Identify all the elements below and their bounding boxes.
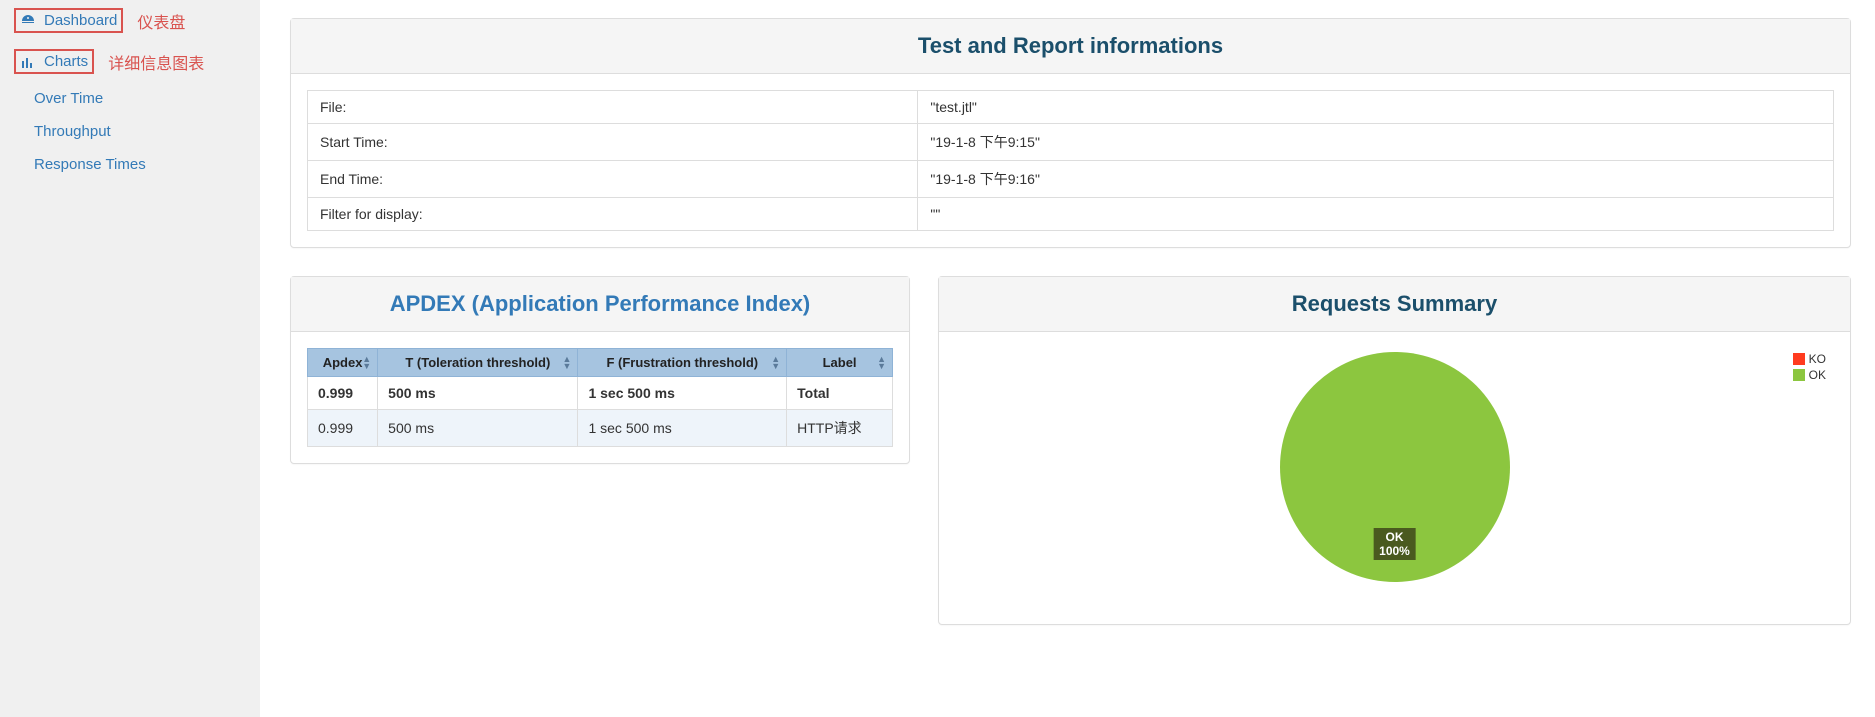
sidebar-item-over-time[interactable]: Over Time [0,82,260,115]
dashboard-icon [20,13,38,29]
pie-label-top: OK [1379,530,1410,544]
info-value: "test.jtl" [918,91,1834,124]
pie-center-label: OK 100% [1373,528,1416,560]
annotation-dashboard: 仪表盘 [137,9,185,33]
cell-t: 500 ms [378,410,578,447]
sidebar-item-throughput[interactable]: Throughput [0,115,260,148]
sort-icon: ▲▼ [563,356,572,370]
bar-chart-icon [20,54,38,70]
cell-apdex: 0.999 [308,377,378,410]
table-row: Start Time:"19-1-8 下午9:15" [308,124,1834,161]
legend-label: KO [1809,352,1826,366]
info-key: File: [308,91,918,124]
sidebar-item-label: Dashboard [44,12,117,29]
info-panel: Test and Report informations File:"test.… [290,18,1851,248]
cell-label: Total [787,377,893,410]
cell-t: 500 ms [378,377,578,410]
sidebar-item-label: Response Times [34,156,146,173]
table-row: Filter for display:"" [308,198,1834,231]
info-key: Filter for display: [308,198,918,231]
apdex-panel: APDEX (Application Performance Index) Ap… [290,276,910,464]
info-value: "19-1-8 下午9:16" [918,161,1834,198]
sidebar: Dashboard 仪表盘 Charts 详细信息图表 Over Time Th… [0,0,260,717]
info-value: "19-1-8 下午9:15" [918,124,1834,161]
column-header[interactable]: T (Toleration threshold)▲▼ [378,349,578,377]
info-key: Start Time: [308,124,918,161]
table-row: 0.999500 ms1 sec 500 msTotal [308,377,893,410]
legend-swatch [1793,353,1805,365]
sidebar-item-dashboard[interactable]: Dashboard 仪表盘 [0,0,260,41]
apdex-table: Apdex▲▼T (Toleration threshold)▲▼F (Frus… [307,348,893,447]
main-content: Test and Report informations File:"test.… [260,0,1875,717]
pie-label-bottom: 100% [1379,544,1410,558]
table-row: End Time:"19-1-8 下午9:16" [308,161,1834,198]
info-panel-title: Test and Report informations [291,19,1850,74]
apdex-panel-title: APDEX (Application Performance Index) [291,277,909,332]
table-row: File:"test.jtl" [308,91,1834,124]
legend-swatch [1793,369,1805,381]
cell-f: 1 sec 500 ms [578,377,787,410]
legend-item: OK [1793,368,1826,382]
column-header[interactable]: F (Frustration threshold)▲▼ [578,349,787,377]
sort-icon: ▲▼ [362,356,371,370]
legend-label: OK [1809,368,1826,382]
sidebar-item-charts[interactable]: Charts 详细信息图表 [0,41,260,82]
requests-panel-title: Requests Summary [939,277,1850,332]
cell-apdex: 0.999 [308,410,378,447]
info-key: End Time: [308,161,918,198]
table-row: 0.999500 ms1 sec 500 msHTTP请求 [308,410,893,447]
info-table: File:"test.jtl"Start Time:"19-1-8 下午9:15… [307,90,1834,231]
column-header[interactable]: Apdex▲▼ [308,349,378,377]
cell-f: 1 sec 500 ms [578,410,787,447]
info-value: "" [918,198,1834,231]
pie-slice-ok: OK 100% [1280,352,1510,582]
annotation-charts: 详细信息图表 [108,50,204,74]
sidebar-item-label: Throughput [34,123,111,140]
sidebar-item-label: Over Time [34,90,103,107]
legend-item: KO [1793,352,1826,366]
sidebar-item-label: Charts [44,53,88,70]
requests-summary-panel: Requests Summary OK 100% KO OK [938,276,1851,625]
sort-icon: ▲▼ [877,356,886,370]
sort-icon: ▲▼ [771,356,780,370]
column-header[interactable]: Label▲▼ [787,349,893,377]
requests-pie-chart: OK 100% KO OK [955,348,1834,608]
pie-legend: KO OK [1793,352,1826,384]
cell-label: HTTP请求 [787,410,893,447]
sidebar-item-response-times[interactable]: Response Times [0,148,260,181]
